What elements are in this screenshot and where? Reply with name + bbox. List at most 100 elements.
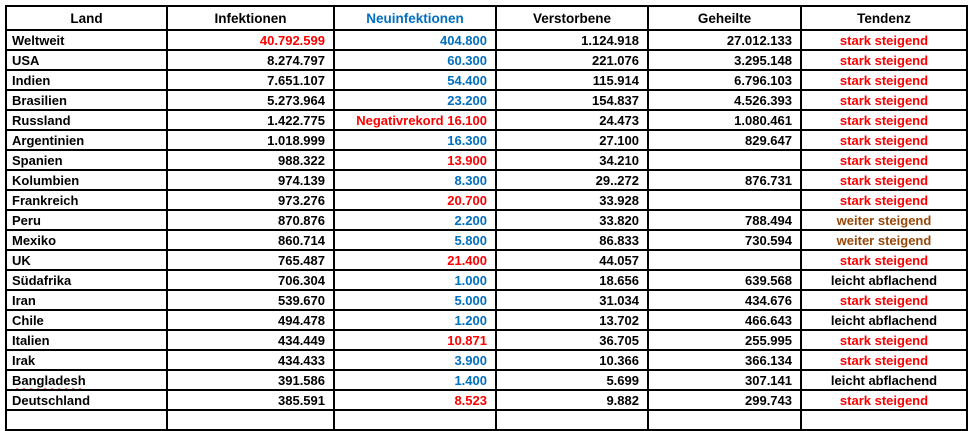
cell-infektionen[interactable]: 870.876 bbox=[166, 209, 335, 231]
cell-verstorbene[interactable]: 36.705 bbox=[495, 329, 649, 351]
cell-tendenz[interactable]: leicht abflachend bbox=[800, 369, 968, 391]
cell-geheilte[interactable]: 829.647 bbox=[647, 129, 802, 151]
cell-verstorbene[interactable]: 24.473 bbox=[495, 109, 649, 131]
cell-neuinfektionen[interactable]: 54.400 bbox=[333, 69, 497, 91]
cell-verstorbene[interactable]: 10.366 bbox=[495, 349, 649, 371]
cell-land[interactable]: Frankreich bbox=[5, 189, 168, 211]
cell-land[interactable]: Deutschland bbox=[5, 389, 168, 411]
cell-land[interactable]: Mexiko bbox=[5, 229, 168, 251]
cell-geheilte[interactable] bbox=[647, 189, 802, 211]
column-header-verstorbene[interactable]: Verstorbene bbox=[495, 5, 649, 31]
cell-tendenz[interactable]: stark steigend bbox=[800, 349, 968, 371]
cell-tendenz[interactable]: leicht abflachend bbox=[800, 309, 968, 331]
cell-infektionen[interactable]: 974.139 bbox=[166, 169, 335, 191]
cell-verstorbene[interactable]: 5.699 bbox=[495, 369, 649, 391]
cell-verstorbene[interactable]: 18.656 bbox=[495, 269, 649, 291]
cell-land[interactable]: Russland bbox=[5, 109, 168, 131]
cell-tendenz[interactable]: stark steigend bbox=[800, 29, 968, 51]
cell-tendenz[interactable]: stark steigend bbox=[800, 389, 968, 411]
cell-neuinfektionen[interactable]: 23.200 bbox=[333, 89, 497, 111]
cell-neuinfektionen[interactable]: 8.523 bbox=[333, 389, 497, 411]
cell-infektionen[interactable]: 434.433 bbox=[166, 349, 335, 371]
cell-infektionen[interactable]: 8.274.797 bbox=[166, 49, 335, 71]
cell-neuinfektionen[interactable]: 1.000 bbox=[333, 269, 497, 291]
cell-infektionen[interactable]: 765.487 bbox=[166, 249, 335, 271]
cell-geheilte[interactable]: 639.568 bbox=[647, 269, 802, 291]
cell-land[interactable]: Italien bbox=[5, 329, 168, 351]
cell-tendenz[interactable]: stark steigend bbox=[800, 189, 968, 211]
cell-land[interactable]: Kolumbien bbox=[5, 169, 168, 191]
cell-infektionen[interactable]: 5.273.964 bbox=[166, 89, 335, 111]
cell-neuinfektionen[interactable]: 3.900 bbox=[333, 349, 497, 371]
column-header-neuinfektionen[interactable]: Neuinfektionen bbox=[333, 5, 497, 31]
cell-geheilte[interactable]: 730.594 bbox=[647, 229, 802, 251]
cell-tendenz[interactable]: stark steigend bbox=[800, 49, 968, 71]
empty-cell[interactable] bbox=[647, 409, 802, 431]
cell-neuinfektionen[interactable]: 10.871 bbox=[333, 329, 497, 351]
cell-geheilte[interactable]: 366.134 bbox=[647, 349, 802, 371]
empty-cell[interactable] bbox=[495, 409, 649, 431]
cell-neuinfektionen[interactable]: 13.900 bbox=[333, 149, 497, 171]
cell-neuinfektionen[interactable]: 60.300 bbox=[333, 49, 497, 71]
cell-geheilte[interactable]: 876.731 bbox=[647, 169, 802, 191]
cell-geheilte[interactable] bbox=[647, 249, 802, 271]
cell-geheilte[interactable]: 3.295.148 bbox=[647, 49, 802, 71]
cell-tendenz[interactable]: stark steigend bbox=[800, 249, 968, 271]
cell-land[interactable]: Spanien bbox=[5, 149, 168, 171]
cell-neuinfektionen[interactable]: 1.400 bbox=[333, 369, 497, 391]
cell-land[interactable]: Weltweit bbox=[5, 29, 168, 51]
cell-verstorbene[interactable]: 9.882 bbox=[495, 389, 649, 411]
cell-tendenz[interactable]: weiter steigend bbox=[800, 209, 968, 231]
cell-tendenz[interactable]: stark steigend bbox=[800, 89, 968, 111]
cell-infektionen[interactable]: 494.478 bbox=[166, 309, 335, 331]
cell-geheilte[interactable]: 466.643 bbox=[647, 309, 802, 331]
empty-cell[interactable] bbox=[166, 409, 335, 431]
cell-verstorbene[interactable]: 221.076 bbox=[495, 49, 649, 71]
cell-tendenz[interactable]: stark steigend bbox=[800, 109, 968, 131]
cell-geheilte[interactable] bbox=[647, 149, 802, 171]
cell-infektionen[interactable]: 385.591 bbox=[166, 389, 335, 411]
cell-geheilte[interactable]: 434.676 bbox=[647, 289, 802, 311]
cell-tendenz[interactable]: leicht abflachend bbox=[800, 269, 968, 291]
cell-neuinfektionen[interactable]: 5.000 bbox=[333, 289, 497, 311]
cell-tendenz[interactable]: weiter steigend bbox=[800, 229, 968, 251]
cell-neuinfektionen[interactable]: 404.800 bbox=[333, 29, 497, 51]
cell-infektionen[interactable]: 973.276 bbox=[166, 189, 335, 211]
cell-neuinfektionen[interactable]: 5.800 bbox=[333, 229, 497, 251]
cell-land[interactable]: Argentinien bbox=[5, 129, 168, 151]
cell-land[interactable]: Südafrika bbox=[5, 269, 168, 291]
cell-land[interactable]: Iran bbox=[5, 289, 168, 311]
column-header-tendenz[interactable]: Tendenz bbox=[800, 5, 968, 31]
cell-infektionen[interactable]: 434.449 bbox=[166, 329, 335, 351]
cell-infektionen[interactable]: 391.586 bbox=[166, 369, 335, 391]
cell-geheilte[interactable]: 307.141 bbox=[647, 369, 802, 391]
cell-land[interactable]: USA bbox=[5, 49, 168, 71]
column-header-land[interactable]: Land bbox=[5, 5, 168, 31]
cell-land[interactable]: Bangladesh bbox=[5, 369, 168, 391]
empty-cell[interactable] bbox=[5, 409, 168, 431]
cell-neuinfektionen[interactable]: 8.300 bbox=[333, 169, 497, 191]
cell-verstorbene[interactable]: 29..272 bbox=[495, 169, 649, 191]
cell-geheilte[interactable]: 27.012.133 bbox=[647, 29, 802, 51]
cell-geheilte[interactable]: 788.494 bbox=[647, 209, 802, 231]
cell-verstorbene[interactable]: 115.914 bbox=[495, 69, 649, 91]
column-header-geheilte[interactable]: Geheilte bbox=[647, 5, 802, 31]
cell-verstorbene[interactable]: 1.124.918 bbox=[495, 29, 649, 51]
cell-verstorbene[interactable]: 34.210 bbox=[495, 149, 649, 171]
cell-infektionen[interactable]: 7.651.107 bbox=[166, 69, 335, 91]
cell-verstorbene[interactable]: 33.928 bbox=[495, 189, 649, 211]
cell-infektionen[interactable]: 860.714 bbox=[166, 229, 335, 251]
cell-land[interactable]: UK bbox=[5, 249, 168, 271]
cell-geheilte[interactable]: 4.526.393 bbox=[647, 89, 802, 111]
cell-neuinfektionen[interactable]: Negativrekord 16.100 bbox=[333, 109, 497, 131]
cell-tendenz[interactable]: stark steigend bbox=[800, 289, 968, 311]
cell-neuinfektionen[interactable]: 16.300 bbox=[333, 129, 497, 151]
cell-land[interactable]: Indien bbox=[5, 69, 168, 91]
cell-neuinfektionen[interactable]: 21.400 bbox=[333, 249, 497, 271]
cell-tendenz[interactable]: stark steigend bbox=[800, 329, 968, 351]
cell-tendenz[interactable]: stark steigend bbox=[800, 69, 968, 91]
cell-verstorbene[interactable]: 31.034 bbox=[495, 289, 649, 311]
cell-verstorbene[interactable]: 13.702 bbox=[495, 309, 649, 331]
cell-tendenz[interactable]: stark steigend bbox=[800, 149, 968, 171]
empty-cell[interactable] bbox=[800, 409, 968, 431]
